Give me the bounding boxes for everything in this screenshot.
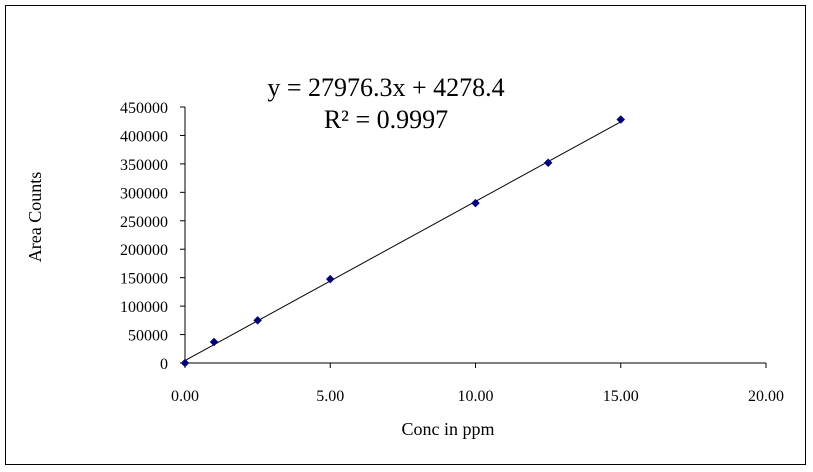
y-axis-ticks: 0 50000 100000 150000 200000 250000 300000 3500… xyxy=(120,100,185,373)
r-squared-label: R² = 0.9997 xyxy=(324,105,448,134)
y-tick-label: 400000 xyxy=(120,128,168,145)
y-tick-label: 100000 xyxy=(120,299,168,316)
x-tick-label: 0.00 xyxy=(171,388,199,405)
x-tick-label: 5.00 xyxy=(316,388,344,405)
y-tick-label: 300000 xyxy=(120,185,168,202)
data-point xyxy=(180,358,190,368)
y-tick-label: 350000 xyxy=(120,157,168,174)
data-points xyxy=(180,115,626,368)
data-point xyxy=(209,337,219,347)
data-point xyxy=(471,198,480,208)
y-tick-label: 150000 xyxy=(120,271,168,288)
trendline xyxy=(184,121,621,362)
x-tick-label: 10.00 xyxy=(458,388,494,405)
trendline-group xyxy=(184,121,621,362)
y-axis-title: Area Counts xyxy=(25,172,45,262)
axes xyxy=(184,107,766,364)
y-tick-label: 50000 xyxy=(128,328,168,345)
data-point xyxy=(325,274,335,284)
y-tick-label: 250000 xyxy=(120,214,168,231)
data-point xyxy=(616,115,626,124)
chart-frame xyxy=(5,5,806,465)
y-tick-label: 200000 xyxy=(120,242,168,259)
y-tick-label: 450000 xyxy=(120,100,168,117)
data-point xyxy=(543,158,553,168)
x-tick-label: 15.00 xyxy=(603,388,639,405)
x-tick-label: 20.00 xyxy=(748,388,784,405)
y-tick-label: 0 xyxy=(160,356,168,373)
x-axis-title: Conc in ppm xyxy=(402,419,495,439)
x-axis-ticks: 0.00 5.00 10.00 15.00 20.00 xyxy=(171,363,784,405)
data-point xyxy=(253,315,262,325)
trendline-equation: y = 27976.3x + 4278.4 xyxy=(267,73,504,102)
